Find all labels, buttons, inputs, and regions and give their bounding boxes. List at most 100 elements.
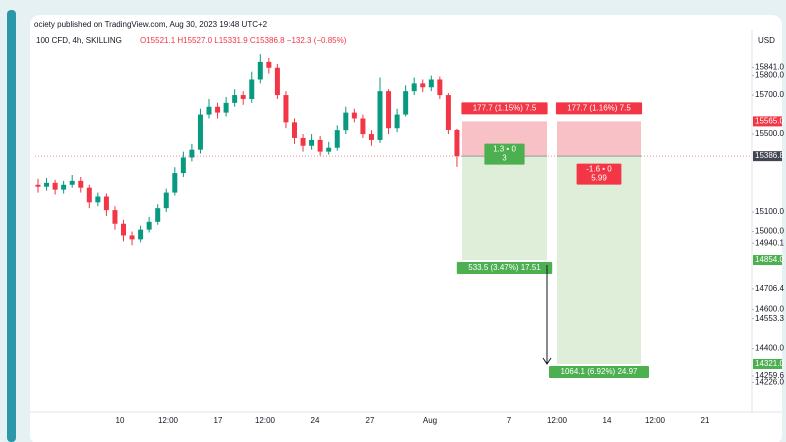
candle-body — [266, 61, 272, 68]
candle-body — [445, 95, 451, 130]
candle-body — [52, 182, 58, 190]
candle-body — [428, 79, 434, 88]
y-tick-label: 14706.4 — [755, 284, 784, 293]
y-tick-label: 15000.0 — [755, 227, 784, 236]
symbol: 100 CFD, 4h, SKILLING — [36, 36, 122, 45]
x-tick-label: 17 — [214, 416, 223, 425]
stop-label-bg — [461, 102, 548, 115]
candle-body — [240, 95, 246, 99]
x-tick-label: 14 — [603, 416, 612, 425]
candle-body — [121, 223, 126, 236]
mid-label: 3 — [502, 154, 507, 163]
price-label: 15386.8 — [755, 151, 784, 160]
candle-body — [180, 157, 186, 174]
candle-body — [138, 229, 144, 240]
price-label: 14321.0 — [755, 359, 784, 368]
stop-label-bg — [555, 102, 643, 115]
candle-body — [103, 196, 109, 211]
price-label-bg — [753, 116, 782, 127]
candle-body — [215, 106, 221, 113]
candle-body — [283, 95, 289, 123]
card — [30, 15, 782, 442]
candle-body — [257, 61, 263, 80]
target-zone — [557, 156, 641, 364]
y-tick-label: 15841.0 — [755, 63, 784, 72]
candle-body — [326, 147, 332, 152]
candle-body — [292, 122, 297, 138]
candle-body — [172, 173, 178, 193]
x-tick-label: 27 — [366, 416, 375, 425]
y-tick-label: 14553.3 — [755, 314, 784, 323]
target-label-bg — [549, 365, 649, 378]
candle-body — [112, 210, 118, 224]
candle-body — [334, 130, 340, 148]
candle-body — [274, 67, 280, 96]
x-tick-label: 12:00 — [158, 416, 179, 425]
candle-body — [360, 118, 366, 135]
candle-body — [146, 221, 152, 230]
stop-label: 177.7 (1.16%) 7.5 — [567, 103, 631, 112]
candle-body — [394, 114, 400, 129]
candle-body — [197, 114, 203, 150]
price-label-bg — [753, 151, 782, 162]
candle-body — [454, 129, 460, 157]
candle-body — [44, 182, 50, 187]
price-label: 14854.0 — [755, 255, 784, 264]
y-tick-label: 14259.6 — [755, 371, 784, 380]
mid-label-bg — [576, 163, 622, 185]
candle-body — [343, 112, 349, 131]
y-tick-label: 14600.0 — [755, 305, 784, 314]
candle-body — [69, 180, 75, 185]
candle-body — [86, 187, 92, 203]
candle-body — [61, 184, 67, 190]
candle-body — [249, 79, 255, 99]
mid-label-bg — [484, 143, 525, 165]
candle-body — [300, 137, 306, 146]
mid-label: 5.99 — [591, 174, 607, 183]
candle-body — [420, 83, 426, 88]
x-tick-label: 12:00 — [547, 416, 568, 425]
currency: USD — [758, 36, 775, 45]
candle-body — [78, 180, 84, 188]
x-tick-label: 10 — [116, 416, 125, 425]
price-label-bg — [753, 255, 782, 266]
x-tick-label: 21 — [701, 416, 710, 425]
y-tick-label: 15800.0 — [755, 71, 784, 80]
candle-body — [163, 192, 169, 209]
target-label: 1064.1 (6.92%) 24.97 — [561, 367, 638, 376]
stop-label: 177.7 (1.15%) 7.5 — [473, 103, 537, 112]
price-label: 15565.0 — [755, 116, 784, 125]
candle-body — [317, 139, 323, 152]
x-tick-label: 7 — [507, 416, 512, 425]
candle-body — [351, 112, 357, 119]
candle-body — [35, 184, 41, 187]
mid-label: -1.6 • 0 — [586, 165, 612, 174]
candle-body — [189, 149, 195, 158]
candle-body — [232, 95, 238, 103]
candle-body — [206, 106, 212, 115]
y-tick-label: 15700.0 — [755, 90, 784, 99]
side-bar — [7, 10, 16, 442]
y-tick-label: 14940.1 — [755, 238, 784, 247]
mid-label: 1.3 • 0 — [493, 145, 516, 154]
y-tick-label: 14226.0 — [755, 378, 784, 387]
candle-body — [223, 102, 229, 113]
x-tick-label: 24 — [311, 416, 320, 425]
target-label: 533.5 (3.47%) 17.51 — [468, 263, 541, 272]
candle-body — [95, 196, 101, 203]
target-label-bg — [456, 262, 553, 275]
x-tick-label: Aug — [423, 416, 437, 425]
candle-body — [437, 79, 443, 96]
candle-body — [155, 208, 161, 222]
x-tick-label: 12:00 — [645, 416, 666, 425]
candle-body — [129, 235, 135, 240]
candle-body — [368, 134, 374, 140]
candle-body — [411, 83, 417, 92]
candle-body — [377, 91, 383, 140]
y-tick-label: 14400.0 — [755, 344, 784, 353]
candle-body — [403, 91, 409, 115]
stop-zone — [557, 121, 641, 157]
y-tick-label: 15100.0 — [755, 207, 784, 216]
chart-title: ociety published on TradingView.com, Aug… — [34, 20, 268, 29]
